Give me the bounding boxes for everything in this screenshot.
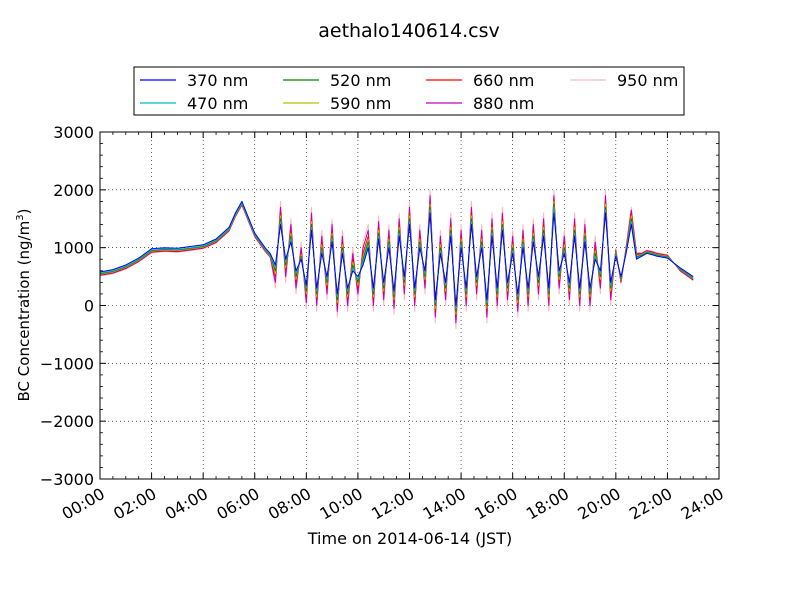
legend-label-370nm: 370 nm — [187, 71, 248, 90]
legend-label-660nm: 660 nm — [473, 71, 534, 90]
y-axis-label-superscript: 3 — [15, 214, 26, 220]
legend-label-880nm: 880 nm — [473, 94, 534, 113]
legend-label-590nm: 590 nm — [330, 94, 391, 113]
y-tick-label: −2000 — [40, 412, 94, 431]
legend-label-470nm: 470 nm — [187, 94, 248, 113]
y-axis-label: BC Concentration (ng/m3) — [15, 209, 33, 402]
y-tick-labels: 3000 2000 1000 0 −1000 −2000 −3000 — [40, 123, 94, 489]
series-line-370nm — [99, 200, 694, 306]
series-layer — [99, 189, 694, 330]
legend: 370 nm 470 nm 520 nm 590 nm 660 nm 880 nm 950 … — [133, 66, 685, 116]
x-axis-label: Time on 2014-06-14 (JST) — [307, 529, 512, 548]
y-axis-label-close: ) — [15, 209, 33, 215]
y-tick-label: 3000 — [53, 123, 94, 142]
y-tick-label: 0 — [84, 297, 94, 316]
y-tick-label: 1000 — [53, 239, 94, 258]
axis-ticks — [99, 131, 720, 480]
legend-label-520nm: 520 nm — [330, 71, 391, 90]
y-tick-label: −3000 — [40, 470, 94, 489]
y-tick-label: −1000 — [40, 354, 94, 373]
y-tick-label: 2000 — [53, 181, 94, 200]
y-axis-label-text: BC Concentration (ng/m — [15, 221, 33, 402]
legend-items: 370 nm 470 nm 520 nm 590 nm 660 nm 880 nm 950 … — [140, 71, 678, 113]
legend-label-950nm: 950 nm — [617, 71, 678, 90]
legend-box — [133, 66, 685, 116]
chart-title: aethalo140614.csv — [318, 20, 500, 42]
